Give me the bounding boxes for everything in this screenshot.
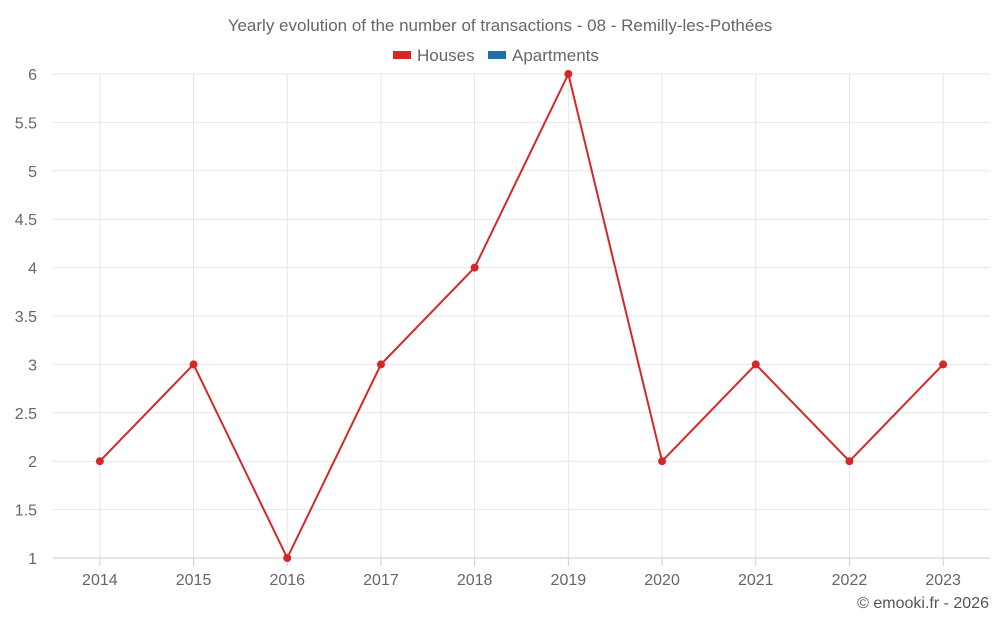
y-axis-ticks: 1 1.5 2 2.5 3 3.5 4 4.5 5 5.5 6 — [15, 67, 37, 568]
data-point[interactable] — [564, 70, 573, 78]
x-tick-label: 2023 — [925, 572, 961, 589]
series-houses — [95, 70, 948, 562]
x-tick-label: 2014 — [82, 572, 118, 589]
y-tick-label: 2.5 — [15, 406, 37, 423]
legend: Houses Apartments — [393, 46, 599, 65]
y-tick-label: 6 — [28, 67, 37, 84]
y-tick-label: 2 — [28, 454, 37, 471]
gridlines — [53, 73, 990, 558]
y-tick-label: 4.5 — [15, 212, 37, 229]
legend-item-houses[interactable]: Houses — [393, 46, 475, 65]
y-tick-label: 1.5 — [15, 503, 37, 520]
data-point[interactable] — [751, 360, 760, 369]
data-point[interactable] — [845, 457, 854, 466]
y-tick-label: 4 — [28, 261, 37, 278]
x-tick-label: 2016 — [269, 572, 305, 589]
x-tick-label: 2018 — [457, 572, 493, 589]
x-tick-label: 2022 — [832, 572, 868, 589]
data-point[interactable] — [658, 457, 667, 466]
x-tick-label: 2017 — [363, 572, 399, 589]
data-point[interactable] — [95, 457, 104, 466]
y-tick-label: 5 — [28, 164, 37, 181]
y-tick-label: 3 — [28, 357, 37, 374]
legend-label-apartments: Apartments — [512, 46, 599, 65]
y-tick-label: 5.5 — [15, 115, 37, 132]
legend-item-apartments[interactable]: Apartments — [488, 46, 599, 65]
data-point[interactable] — [189, 360, 198, 369]
axes — [53, 557, 990, 566]
chart-title: Yearly evolution of the number of transa… — [228, 16, 773, 35]
x-tick-label: 2021 — [738, 572, 774, 589]
x-axis-ticks: 2014 2015 2016 2017 2018 2019 2020 2021 2022 2023 — [82, 572, 961, 589]
x-tick-label: 2015 — [176, 572, 212, 589]
legend-swatch-apartments — [488, 51, 506, 59]
x-tick-label: 2019 — [551, 572, 587, 589]
series-line — [99, 73, 944, 559]
legend-swatch-houses — [393, 51, 411, 59]
credit-text: © emooki.fr - 2026 — [857, 595, 989, 612]
data-point[interactable] — [283, 554, 292, 562]
data-point[interactable] — [939, 360, 948, 369]
legend-label-houses: Houses — [417, 46, 475, 65]
x-tick-label: 2020 — [644, 572, 680, 589]
data-point[interactable] — [376, 360, 385, 369]
y-tick-label: 3.5 — [15, 309, 37, 326]
y-tick-label: 1 — [28, 551, 37, 568]
data-point[interactable] — [470, 263, 479, 272]
